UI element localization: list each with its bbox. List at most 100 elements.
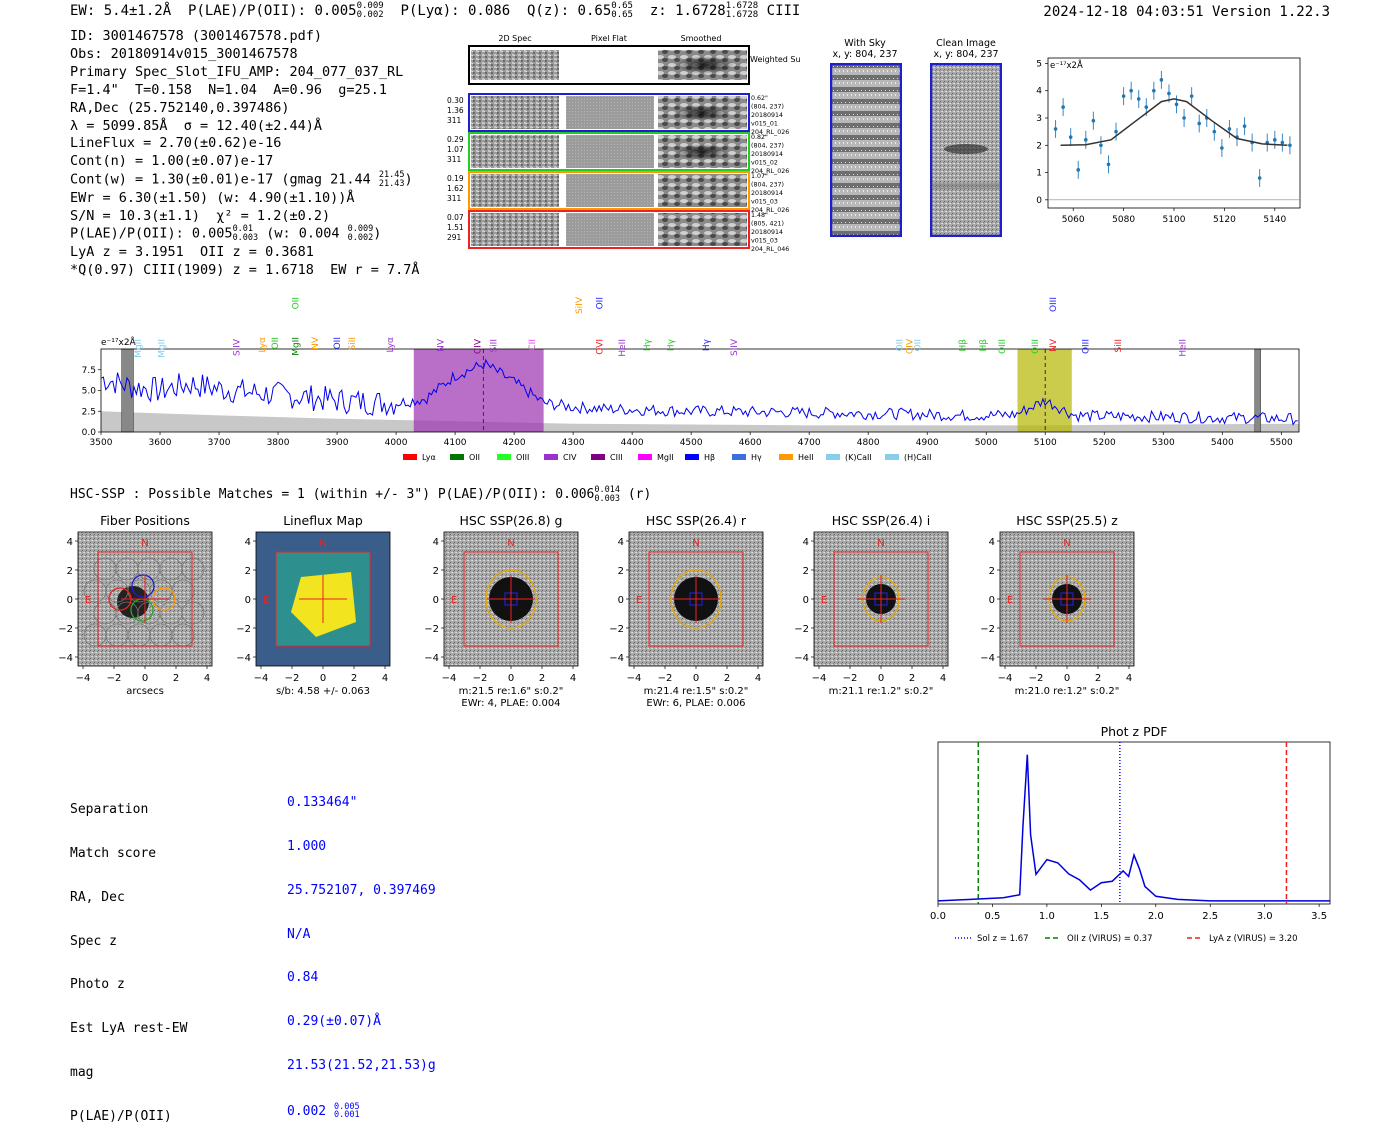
info-plae-w-sub: 0.002 [347, 232, 374, 243]
hsc-header-sub: 0.003 [594, 493, 620, 504]
match-labels: Separation Match score RA, Dec Spec z Ph… [70, 774, 187, 1139]
spectral-line-label: OIII [998, 339, 1008, 354]
cutout-row-meta: 204_RL_046 [751, 246, 789, 253]
spectrum-x-tick-label: 4100 [444, 438, 467, 448]
zoom-data-point [1174, 102, 1179, 107]
cutout-row-stat: 0.07 [447, 213, 464, 222]
info-radec: RA,Dec (25.752140,0.397486) [70, 99, 290, 116]
with-sky-xy: x, y: 804, 237 [832, 49, 898, 60]
zoom-y-tick-label: 4 [1036, 87, 1042, 97]
cutout-x-tick-label: 4 [940, 673, 946, 684]
cutout-row-stat: 0.19 [447, 174, 464, 183]
search-box [97, 551, 193, 647]
cutout-2d-spec [471, 135, 559, 168]
cutout-x-tick-label: 0 [1064, 673, 1070, 684]
cutout-2d-spec [471, 174, 559, 207]
cutout-row-stat: 1.36 [447, 106, 464, 115]
cutout-row-meta: (804, 237) [751, 182, 784, 189]
imaging-cutouts: Fiber Positions N E −4 4 −2 2 0 0 2 −2 4 −4 arcsecs Li… [58, 513, 1135, 709]
detection-info: ID: 3001467578 (3001467578.pdf) Obs: 2018… [70, 28, 420, 278]
spectrum-x-tick-label: 5100 [1034, 438, 1057, 448]
info-obs: Obs: 20180914v015_3001467578 [70, 45, 298, 62]
zoom-data-point [1159, 78, 1164, 82]
cutout-row-meta: (804, 237) [751, 143, 784, 150]
match-plae-sub: 0.001 [333, 1110, 360, 1121]
spectral-line-label: Hβ [959, 339, 969, 352]
zoom-x-tick-label: 5120 [1213, 215, 1236, 225]
match-value: N/A [287, 926, 311, 942]
weighted-sum-row: Weighted Sum [468, 45, 800, 85]
spectrum-y-tick-label: 2.5 [82, 407, 96, 417]
east-label: E [263, 595, 269, 606]
spectral-line-label: OII [914, 339, 924, 351]
cutout-x-tick-label: 2 [1095, 673, 1101, 684]
cutout-row-meta: 20180914 [751, 112, 783, 119]
legend-swatch [450, 454, 464, 460]
spectrum-x-tick-label: 3800 [267, 438, 290, 448]
zoom-data-point [1136, 97, 1141, 101]
cutout-y-tick-label: 2 [433, 566, 439, 577]
photz-legend-label: OII z (VIRUS) = 0.37 [1067, 934, 1153, 944]
fiber-circle-primary [131, 574, 155, 598]
cutout-row-meta: v015_01 [751, 121, 778, 128]
cutout-y-tick-label: 4 [67, 537, 73, 548]
zoom-data-point [1197, 121, 1201, 126]
cutout-panel-0: Fiber Positions N E −4 4 −2 2 0 0 2 −2 4 −4 arcsecs [58, 513, 213, 697]
cutout-y-tick-label: 4 [618, 537, 624, 548]
zoom-data-point [1068, 135, 1073, 139]
spectral-line-label: CIV [473, 338, 483, 354]
legend-label: CIV [563, 453, 577, 462]
info-id: ID: 3001467578 (3001467578.pdf) [70, 28, 322, 44]
cutout-y-tick-label: −4 [609, 653, 624, 664]
north-label: N [1063, 538, 1070, 549]
search-box [648, 551, 744, 647]
header-plae-sup: 0.009 [356, 1, 384, 11]
spectrum-x-tick-label: 3700 [208, 438, 231, 448]
legend-label: Hβ [704, 453, 715, 462]
spectrum-x-tick-label: 3500 [90, 438, 113, 448]
zoom-spectrum-plot: e⁻¹⁷x2Å 5060 5080 5100 5120 5140 0 1 2 3 4 5 [1036, 57, 1301, 225]
cutout-panel-1: Lineflux Map N E −4 4 −2 2 0 0 2 −2 4 −4 s/b: 4.58 +/… [236, 513, 391, 697]
spectral-line-label: Lyα [258, 337, 268, 353]
with-sky-image [830, 63, 902, 237]
match-label: Match score [70, 845, 157, 861]
cutout-y-tick-label: −4 [236, 653, 251, 664]
info-contn: Cont(n) = 1.00(±0.07)e-17 [70, 153, 274, 170]
spectral-line-label: SiII [348, 337, 358, 351]
legend-label: MgII [657, 453, 674, 462]
spectral-line-label: OII [292, 297, 302, 309]
photz-frame [937, 741, 1331, 905]
cutout-row-meta: 0.82" [751, 134, 768, 141]
cutout-row-meta: (804, 237) [751, 104, 784, 111]
zoom-data-point [1227, 127, 1232, 131]
cutout-title: Lineflux Map [283, 513, 363, 528]
cutout-row-meta: 204_RL_026 [751, 168, 789, 175]
cutout-y-tick-label: 2 [803, 566, 809, 577]
spectrum-x-tick-label: 4800 [857, 438, 880, 448]
legend-swatch [885, 454, 899, 460]
cutout-row-meta: 0.62" [751, 95, 768, 102]
zoom-data-point [1061, 105, 1065, 109]
zoom-data-point [1091, 118, 1096, 123]
spectrum-x-tick-label: 3900 [326, 438, 349, 448]
east-label: E [821, 595, 827, 606]
legend-swatch [497, 454, 511, 460]
spectrum-x-tick-label: 4500 [680, 438, 703, 448]
cutout-y-tick-label: −4 [424, 653, 439, 664]
spectral-line-label: SiII [1114, 339, 1124, 353]
legend-swatch [685, 454, 699, 460]
zoom-data-point [1152, 88, 1156, 93]
cutout-x-tick-label: 2 [173, 673, 179, 684]
spectrum-x-tick-label: 5200 [1093, 438, 1116, 448]
zoom-data-point [1288, 143, 1292, 148]
spectral-line-label: Hβ [979, 339, 989, 352]
info-primary: Primary Spec_Slot_IFU_AMP: 204_077_037_R… [70, 63, 404, 80]
spectral-line-label: OIII [1049, 297, 1059, 312]
cutout-x-tick-label: 0 [693, 673, 699, 684]
cutout-panel: 2D Spec Pixel Flat Smoothed Weighted Sum… [447, 34, 800, 253]
zoom-y-tick-label: 5 [1036, 59, 1042, 69]
